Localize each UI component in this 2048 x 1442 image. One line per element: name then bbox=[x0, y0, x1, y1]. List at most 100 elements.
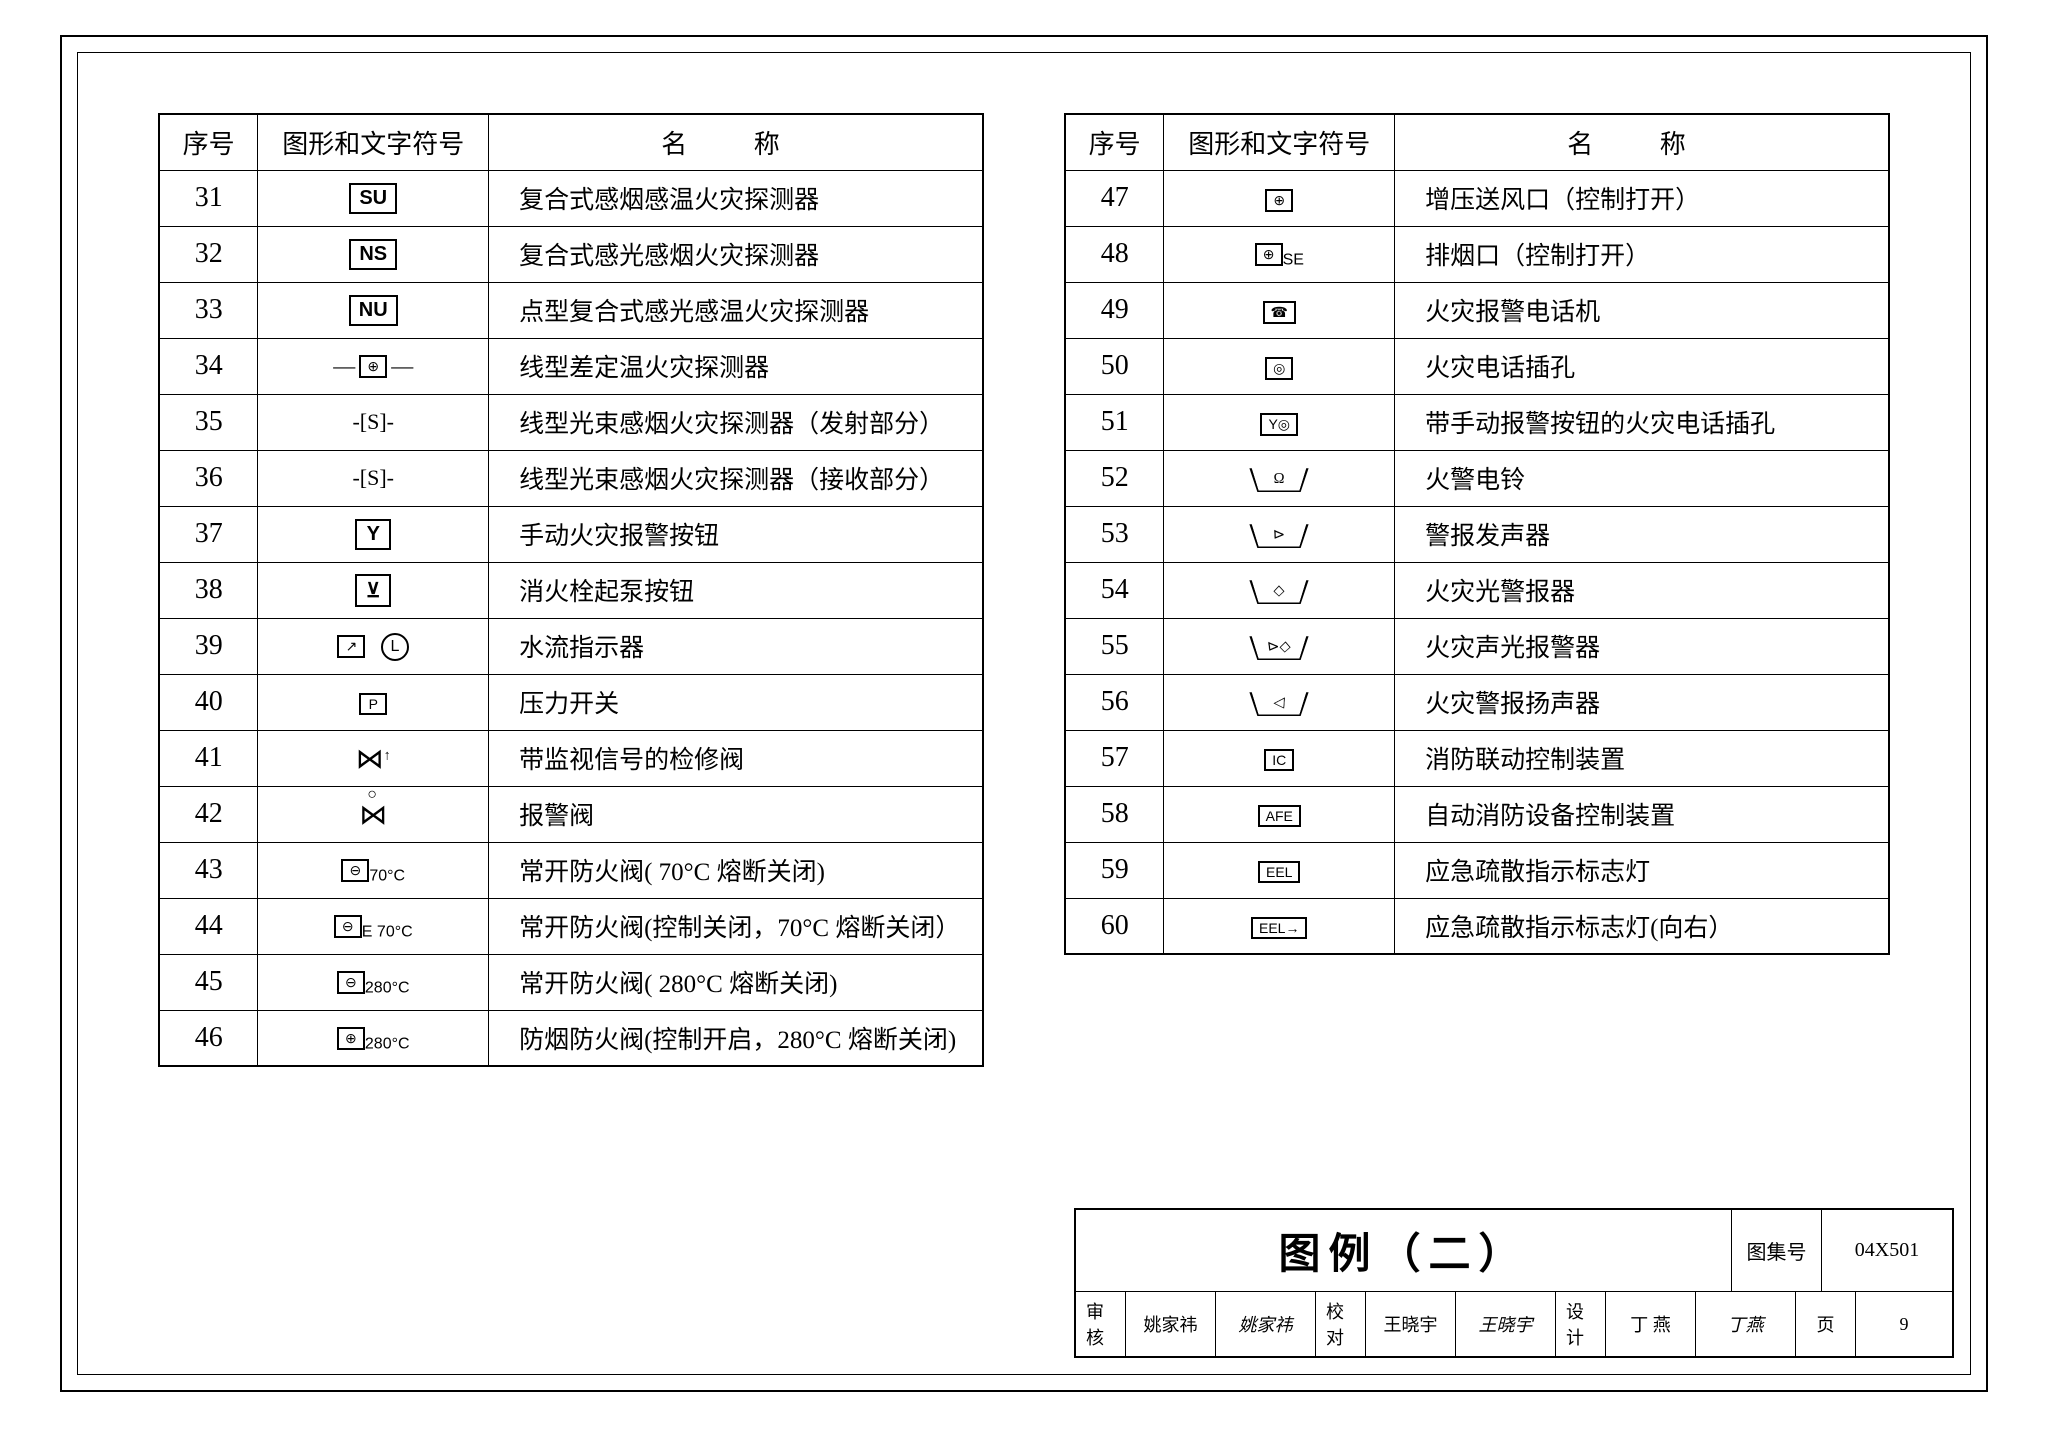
row-symbol: ⊳◇ bbox=[1164, 618, 1395, 674]
row-number: 45 bbox=[159, 954, 258, 1010]
row-number: 55 bbox=[1065, 618, 1164, 674]
row-symbol: EEL→ bbox=[1164, 898, 1395, 954]
table-row: 51Y◎带手动报警按钮的火灾电话插孔 bbox=[1065, 394, 1889, 450]
row-symbol: ◎ bbox=[1164, 338, 1395, 394]
set-number: 04X501 bbox=[1822, 1210, 1952, 1291]
row-name: 点型复合式感光感温火灾探测器 bbox=[489, 282, 983, 338]
table-row: 43⊖70°C常开防火阀( 70°C 熔断关闭) bbox=[159, 842, 983, 898]
row-symbol: NU bbox=[258, 282, 489, 338]
table-row: 58AFE自动消防设备控制装置 bbox=[1065, 786, 1889, 842]
row-name: 复合式感烟感温火灾探测器 bbox=[489, 170, 983, 226]
row-name: 火灾电话插孔 bbox=[1395, 338, 1889, 394]
row-name: 消火栓起泵按钮 bbox=[489, 562, 983, 618]
row-symbol: ↗ L bbox=[258, 618, 489, 674]
header-name: 名 称 bbox=[489, 114, 983, 170]
table-row: 50◎火灾电话插孔 bbox=[1065, 338, 1889, 394]
row-name: 火灾声光报警器 bbox=[1395, 618, 1889, 674]
page-label: 页 bbox=[1796, 1292, 1856, 1356]
table-row: 45⊖280°C常开防火阀( 280°C 熔断关闭) bbox=[159, 954, 983, 1010]
check-label: 校对 bbox=[1316, 1292, 1366, 1356]
row-number: 38 bbox=[159, 562, 258, 618]
row-symbol: AFE bbox=[1164, 786, 1395, 842]
row-symbol: ⊕280°C bbox=[258, 1010, 489, 1066]
row-symbol: Y bbox=[258, 506, 489, 562]
row-name: 报警阀 bbox=[489, 786, 983, 842]
row-name: 常开防火阀(控制关闭，70°C 熔断关闭） bbox=[489, 898, 983, 954]
row-symbol: ⊻ bbox=[258, 562, 489, 618]
table-row: 46⊕280°C防烟防火阀(控制开启，280°C 熔断关闭) bbox=[159, 1010, 983, 1066]
row-name: 增压送风口（控制打开） bbox=[1395, 170, 1889, 226]
right-table-wrapper: 序号 图形和文字符号 名 称 47⊕增压送风口（控制打开）48⊕SE排烟口（控制… bbox=[1064, 113, 1890, 1234]
table-row: 49☎火灾报警电话机 bbox=[1065, 282, 1889, 338]
row-symbol: SU bbox=[258, 170, 489, 226]
title-block: 图例（二） 图集号 04X501 审核 姚家祎 姚家祎 校对 王晓宇 王晓宇 设… bbox=[1074, 1208, 1954, 1358]
review-name: 姚家祎 bbox=[1126, 1292, 1216, 1356]
row-symbol: NS bbox=[258, 226, 489, 282]
row-symbol: ☎ bbox=[1164, 282, 1395, 338]
table-header-row: 序号 图形和文字符号 名 称 bbox=[159, 114, 983, 170]
table-row: 47⊕增压送风口（控制打开） bbox=[1065, 170, 1889, 226]
row-name: 消防联动控制装置 bbox=[1395, 730, 1889, 786]
review-signature: 姚家祎 bbox=[1216, 1292, 1316, 1356]
row-name: 排烟口（控制打开） bbox=[1395, 226, 1889, 282]
row-name: 压力开关 bbox=[489, 674, 983, 730]
row-number: 36 bbox=[159, 450, 258, 506]
row-name: 应急疏散指示标志灯(向右） bbox=[1395, 898, 1889, 954]
row-number: 58 bbox=[1065, 786, 1164, 842]
table-row: 39↗ L水流指示器 bbox=[159, 618, 983, 674]
row-symbol: P bbox=[258, 674, 489, 730]
outer-frame: 序号 图形和文字符号 名 称 31SU复合式感烟感温火灾探测器32NS复合式感光… bbox=[60, 35, 1988, 1392]
row-number: 40 bbox=[159, 674, 258, 730]
row-name: 火灾警报扬声器 bbox=[1395, 674, 1889, 730]
table-row: 34—⊕—线型差定温火灾探测器 bbox=[159, 338, 983, 394]
row-name: 手动火灾报警按钮 bbox=[489, 506, 983, 562]
row-number: 59 bbox=[1065, 842, 1164, 898]
table-row: 57IC消防联动控制装置 bbox=[1065, 730, 1889, 786]
row-number: 50 bbox=[1065, 338, 1164, 394]
table-row: 31SU复合式感烟感温火灾探测器 bbox=[159, 170, 983, 226]
legend-table-left: 序号 图形和文字符号 名 称 31SU复合式感烟感温火灾探测器32NS复合式感光… bbox=[158, 113, 984, 1067]
design-name: 丁 燕 bbox=[1606, 1292, 1696, 1356]
row-name: 火灾光警报器 bbox=[1395, 562, 1889, 618]
review-label: 审核 bbox=[1076, 1292, 1126, 1356]
table-row: 59EEL应急疏散指示标志灯 bbox=[1065, 842, 1889, 898]
design-label: 设计 bbox=[1556, 1292, 1606, 1356]
check-name: 王晓宇 bbox=[1366, 1292, 1456, 1356]
row-number: 41 bbox=[159, 730, 258, 786]
row-name: 防烟防火阀(控制开启，280°C 熔断关闭) bbox=[489, 1010, 983, 1066]
row-number: 33 bbox=[159, 282, 258, 338]
row-symbol: IC bbox=[1164, 730, 1395, 786]
row-name: 复合式感光感烟火灾探测器 bbox=[489, 226, 983, 282]
row-name: 水流指示器 bbox=[489, 618, 983, 674]
row-name: 常开防火阀( 280°C 熔断关闭) bbox=[489, 954, 983, 1010]
row-number: 32 bbox=[159, 226, 258, 282]
row-number: 43 bbox=[159, 842, 258, 898]
row-symbol: -[S]- bbox=[258, 394, 489, 450]
table-row: 52Ω火警电铃 bbox=[1065, 450, 1889, 506]
content-area: 序号 图形和文字符号 名 称 31SU复合式感烟感温火灾探测器32NS复合式感光… bbox=[158, 113, 1890, 1234]
row-name: 带监视信号的检修阀 bbox=[489, 730, 983, 786]
row-number: 34 bbox=[159, 338, 258, 394]
table-row: 55⊳◇火灾声光报警器 bbox=[1065, 618, 1889, 674]
row-symbol: ⊕ bbox=[1164, 170, 1395, 226]
row-number: 53 bbox=[1065, 506, 1164, 562]
table-row: 54◇火灾光警报器 bbox=[1065, 562, 1889, 618]
row-name: 线型光束感烟火灾探测器（发射部分） bbox=[489, 394, 983, 450]
row-symbol: EEL bbox=[1164, 842, 1395, 898]
header-sym: 图形和文字符号 bbox=[258, 114, 489, 170]
row-number: 31 bbox=[159, 170, 258, 226]
row-number: 44 bbox=[159, 898, 258, 954]
row-symbol: ⊳ bbox=[1164, 506, 1395, 562]
set-label: 图集号 bbox=[1732, 1210, 1822, 1291]
row-name: 线型差定温火灾探测器 bbox=[489, 338, 983, 394]
row-number: 60 bbox=[1065, 898, 1164, 954]
row-number: 52 bbox=[1065, 450, 1164, 506]
row-symbol: ⊕SE bbox=[1164, 226, 1395, 282]
row-number: 57 bbox=[1065, 730, 1164, 786]
row-symbol: ⊖70°C bbox=[258, 842, 489, 898]
header-num: 序号 bbox=[159, 114, 258, 170]
table-row: 44⊖E 70°C常开防火阀(控制关闭，70°C 熔断关闭） bbox=[159, 898, 983, 954]
design-signature: 丁燕 bbox=[1696, 1292, 1796, 1356]
row-symbol: ◇ bbox=[1164, 562, 1395, 618]
table-header-row: 序号 图形和文字符号 名 称 bbox=[1065, 114, 1889, 170]
